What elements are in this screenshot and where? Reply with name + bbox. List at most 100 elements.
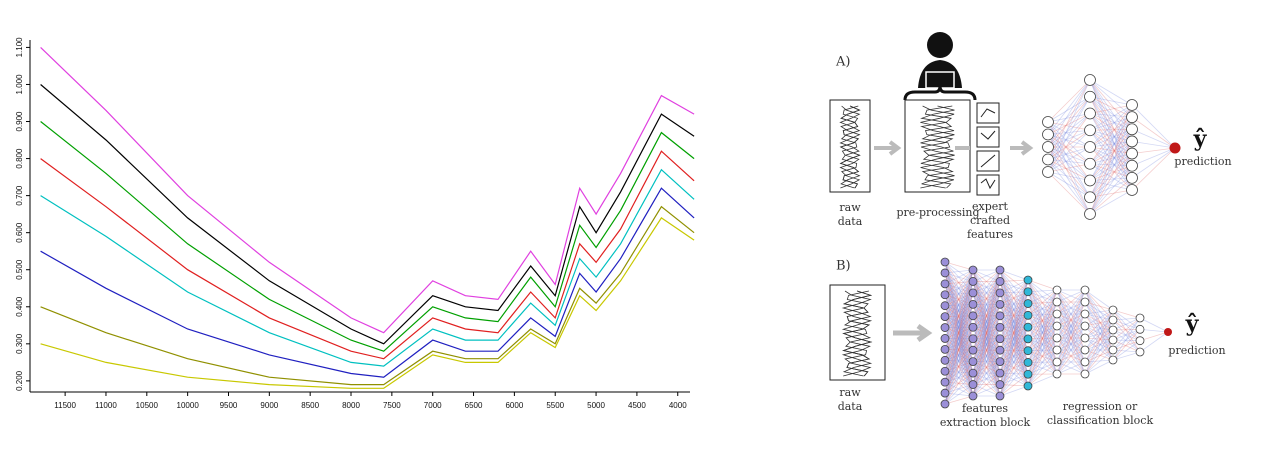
edge	[944, 315, 974, 383]
edge	[972, 315, 1001, 362]
edge	[1089, 153, 1133, 165]
edge	[999, 326, 1029, 340]
node	[1084, 90, 1096, 103]
edge	[1089, 141, 1133, 215]
edge	[1047, 129, 1091, 135]
edge	[1084, 289, 1114, 361]
edge	[999, 279, 1029, 305]
edge	[972, 304, 1001, 351]
edge	[1084, 319, 1114, 375]
node	[968, 322, 978, 332]
edge	[1027, 289, 1058, 316]
edge	[1089, 96, 1133, 154]
edge	[944, 281, 974, 372]
edge	[1089, 113, 1133, 118]
edge	[972, 281, 1001, 385]
edge	[999, 304, 1029, 340]
output-node	[1164, 328, 1172, 336]
edge	[999, 315, 1029, 397]
edge	[1089, 79, 1133, 106]
edge	[1089, 116, 1133, 148]
edge	[944, 370, 974, 385]
edge	[1089, 113, 1133, 166]
edge	[944, 283, 974, 339]
edge	[999, 279, 1029, 328]
node	[1135, 336, 1145, 346]
edge	[944, 269, 974, 296]
edge	[1027, 349, 1058, 375]
edge	[972, 384, 1001, 397]
edge	[944, 361, 974, 383]
edge	[1089, 116, 1133, 215]
edge	[1112, 317, 1141, 321]
node	[968, 345, 978, 355]
edge	[999, 315, 1029, 363]
edge	[944, 283, 974, 397]
node	[1023, 322, 1033, 332]
node	[1084, 157, 1096, 170]
edge	[1089, 146, 1133, 191]
edge	[944, 360, 974, 385]
edge	[1084, 359, 1114, 363]
node	[1052, 297, 1062, 307]
edge	[944, 261, 974, 374]
spectrum-line	[40, 84, 695, 345]
edge	[1047, 159, 1091, 165]
edge	[1112, 329, 1141, 351]
edge	[972, 281, 1001, 397]
edge	[999, 303, 1029, 397]
edge	[972, 292, 1001, 385]
edge	[1112, 319, 1141, 341]
edge	[1089, 79, 1133, 118]
edge	[972, 304, 1001, 374]
edge	[972, 338, 1001, 397]
edge	[1056, 301, 1086, 375]
squiggle	[839, 105, 861, 189]
edge	[972, 338, 1001, 351]
edge	[1056, 289, 1086, 303]
edge	[999, 291, 1029, 385]
x-tick-label: 7500	[383, 401, 401, 410]
node	[1080, 369, 1090, 379]
edge	[1112, 340, 1141, 361]
edge	[944, 338, 974, 372]
edge	[972, 269, 1001, 362]
edge	[1027, 315, 1058, 339]
edge	[944, 338, 974, 383]
node	[995, 357, 1005, 367]
expert-icon	[918, 32, 962, 89]
edge	[944, 359, 974, 374]
edge	[972, 315, 1001, 328]
edge	[1027, 326, 1058, 351]
edge	[1047, 159, 1091, 181]
edge	[972, 315, 1001, 351]
edge	[944, 327, 974, 385]
edge	[972, 372, 1001, 385]
edge	[944, 315, 974, 328]
edge	[1084, 359, 1114, 375]
edge	[1139, 328, 1169, 333]
edge	[1027, 303, 1058, 315]
edge	[1084, 319, 1114, 327]
edge	[1084, 329, 1114, 375]
node	[940, 323, 950, 332]
edge	[972, 327, 1001, 374]
edge	[972, 281, 1001, 294]
edge	[1084, 339, 1114, 375]
squiggle	[842, 290, 873, 377]
edge	[999, 279, 1029, 374]
edge	[1047, 134, 1091, 215]
edge	[944, 349, 974, 372]
edge	[972, 292, 1001, 362]
edge	[999, 281, 1029, 387]
edge	[1027, 279, 1058, 375]
spectrum-line	[40, 150, 695, 360]
edge	[972, 281, 1001, 317]
edge	[1089, 177, 1133, 215]
edge	[1084, 337, 1114, 341]
edge	[1027, 301, 1058, 375]
edge	[1056, 313, 1086, 351]
edge	[1047, 121, 1091, 198]
edge	[1089, 146, 1133, 179]
edge	[999, 269, 1029, 304]
